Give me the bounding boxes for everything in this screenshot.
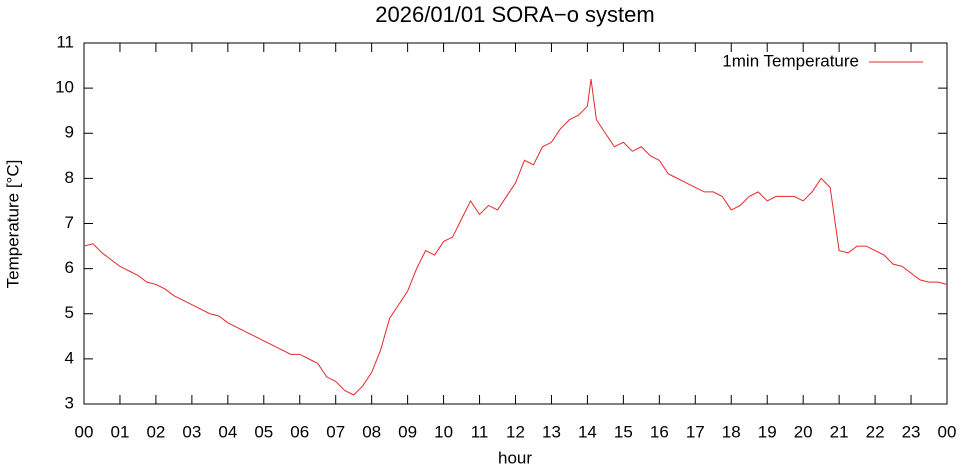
x-tick-label: 09	[398, 422, 417, 441]
x-tick-label: 21	[830, 422, 849, 441]
x-tick-label: 00	[938, 422, 957, 441]
x-tick-label: 22	[866, 422, 885, 441]
x-tick-label: 01	[110, 422, 129, 441]
x-tick-label: 14	[578, 422, 597, 441]
x-tick-label: 05	[254, 422, 273, 441]
x-tick-label: 00	[75, 422, 94, 441]
x-tick-label: 19	[758, 422, 777, 441]
x-tick-label: 07	[326, 422, 345, 441]
x-tick-label: 08	[362, 422, 381, 441]
y-tick-label: 8	[65, 168, 74, 187]
y-tick-label: 4	[65, 348, 74, 367]
x-tick-label: 06	[290, 422, 309, 441]
x-tick-label: 12	[506, 422, 525, 441]
chart-title: 2026/01/01 SORA−o system	[375, 2, 654, 27]
y-tick-label: 9	[65, 123, 74, 142]
x-tick-label: 11	[471, 422, 489, 441]
x-tick-label: 16	[650, 422, 669, 441]
temperature-line	[83, 79, 948, 396]
y-tick-label: 6	[65, 258, 74, 277]
x-tick-label: 23	[902, 422, 921, 441]
x-tick-label: 18	[722, 422, 741, 441]
y-tick-label: 7	[65, 213, 74, 232]
y-tick-label: 11	[56, 32, 74, 51]
x-tick-label: 10	[434, 422, 453, 441]
y-tick-label: 5	[65, 303, 74, 322]
y-tick-label: 3	[65, 393, 74, 412]
x-tick-label: 03	[182, 422, 201, 441]
x-tick-label: 02	[146, 422, 165, 441]
x-tick-label: 17	[686, 422, 705, 441]
y-tick-label: 10	[55, 78, 74, 97]
x-tick-label: 13	[542, 422, 561, 441]
x-tick-label: 15	[614, 422, 633, 441]
y-axis-label: Temperature [°C]	[3, 160, 22, 289]
x-tick-label: 04	[218, 422, 237, 441]
plot-border	[83, 42, 948, 405]
legend-label: 1min Temperature	[722, 51, 859, 70]
x-tick-label: 20	[794, 422, 813, 441]
x-axis-label: hour	[498, 448, 532, 467]
